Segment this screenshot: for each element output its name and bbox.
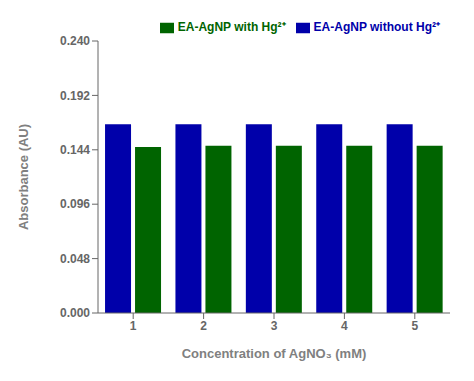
svg-text:0.048: 0.048 (60, 252, 90, 266)
svg-text:Absorbance (AU): Absorbance (AU) (16, 124, 31, 230)
svg-text:0.000: 0.000 (60, 306, 90, 320)
svg-text:0.096: 0.096 (60, 197, 90, 211)
svg-text:0.240: 0.240 (60, 34, 90, 48)
svg-text:0.144: 0.144 (60, 143, 90, 157)
svg-text:0.192: 0.192 (60, 89, 90, 103)
html-text:EA-AgNP with Hg²⁺: EA-AgNP with Hg²⁺ (177, 20, 286, 34)
html-text:EA-AgNP without Hg²⁺: EA-AgNP without Hg²⁺ (313, 20, 440, 34)
svg-text:3: 3 (271, 319, 278, 333)
svg-text:2: 2 (200, 319, 207, 333)
svg-text:5: 5 (411, 319, 418, 333)
svg-text:Concentration of AgNO₃ (mM): Concentration of AgNO₃ (mM) (182, 346, 367, 361)
svg-text:1: 1 (130, 319, 137, 333)
svg-text:4: 4 (341, 319, 348, 333)
